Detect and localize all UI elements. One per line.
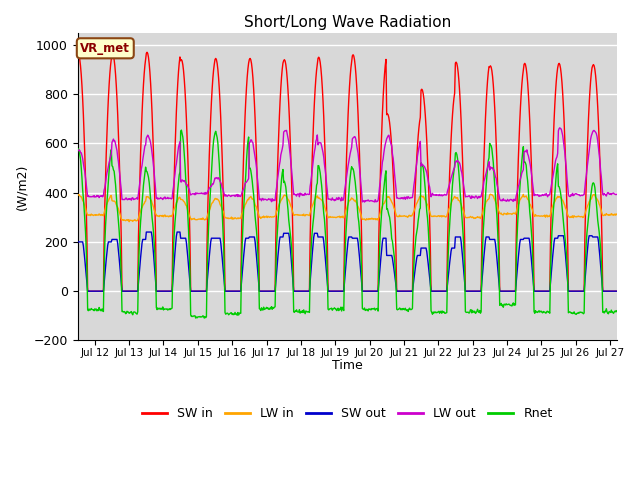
Y-axis label: (W/m2): (W/m2) [15,163,28,210]
Text: VR_met: VR_met [81,42,130,55]
Legend: SW in, LW in, SW out, LW out, Rnet: SW in, LW in, SW out, LW out, Rnet [137,402,557,425]
Title: Short/Long Wave Radiation: Short/Long Wave Radiation [244,15,451,30]
X-axis label: Time: Time [332,360,363,372]
